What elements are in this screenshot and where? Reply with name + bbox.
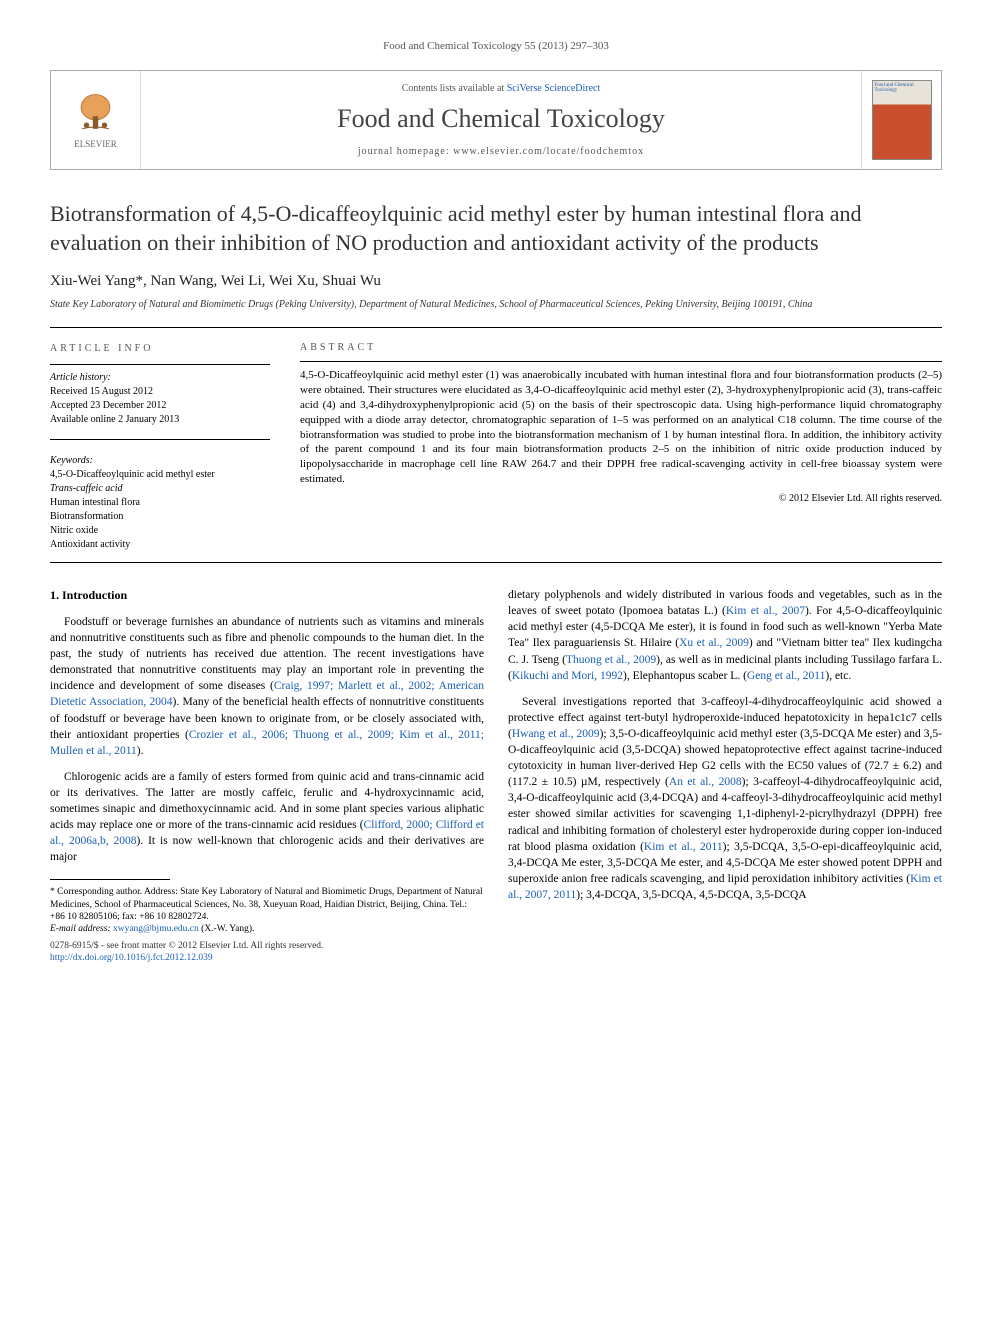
keyword: Antioxidant activity xyxy=(50,538,270,552)
affiliation: State Key Laboratory of Natural and Biom… xyxy=(50,298,942,311)
footnote-separator xyxy=(50,879,170,880)
elsevier-label: ELSEVIER xyxy=(74,139,117,149)
email-label: E-mail address: xyxy=(50,924,113,934)
contents-prefix: Contents lists available at xyxy=(402,83,507,94)
authors-line: Xiu-Wei Yang*, Nan Wang, Wei Li, Wei Xu,… xyxy=(50,273,942,290)
contents-line: Contents lists available at SciVerse Sci… xyxy=(153,83,849,94)
accepted-date: Accepted 23 December 2012 xyxy=(50,399,270,413)
online-date: Available online 2 January 2013 xyxy=(50,413,270,427)
citation-link[interactable]: Geng et al., 2011 xyxy=(747,670,825,682)
header-center: Contents lists available at SciVerse Sci… xyxy=(141,71,861,169)
journal-homepage: journal homepage: www.elsevier.com/locat… xyxy=(153,146,849,157)
citation-link[interactable]: Kikuchi and Mori, 1992 xyxy=(512,670,623,682)
journal-header-box: ELSEVIER Contents lists available at Sci… xyxy=(50,70,942,170)
elsevier-tree-icon xyxy=(73,91,118,136)
citation-link[interactable]: Kim et al., 2007 xyxy=(726,605,805,617)
intro-p1: Foodstuff or beverage furnishes an abund… xyxy=(50,614,484,759)
keyword: Nitric oxide xyxy=(50,524,270,538)
authors-text: Xiu-Wei Yang*, Nan Wang, Wei Li, Wei Xu,… xyxy=(50,273,381,289)
article-info-label: ARTICLE INFO xyxy=(50,342,270,356)
publisher-logo-cell: ELSEVIER xyxy=(51,71,141,169)
divider-top xyxy=(50,327,942,328)
cover-title: Food and Chemical Toxicology xyxy=(873,81,931,95)
right-column: dietary polyphenols and widely distribut… xyxy=(508,587,942,936)
info-abstract-row: ARTICLE INFO Article history: Received 1… xyxy=(50,342,942,552)
divider-bottom xyxy=(50,562,942,563)
citation-link[interactable]: Xu et al., 2009 xyxy=(679,637,749,649)
abstract-column: ABSTRACT 4,5-O-Dicaffeoylquinic acid met… xyxy=(300,342,942,552)
footer-copyright: 0278-6915/$ - see front matter © 2012 El… xyxy=(50,940,942,952)
citation-link[interactable]: Thuong et al., 2009 xyxy=(566,654,656,666)
email-link[interactable]: xwyang@bjmu.edu.cn xyxy=(113,924,199,934)
footnote-corr: * Corresponding author. Address: State K… xyxy=(50,886,484,923)
abstract-label: ABSTRACT xyxy=(300,342,942,353)
abstract-divider xyxy=(300,361,942,362)
journal-reference: Food and Chemical Toxicology 55 (2013) 2… xyxy=(50,40,942,52)
left-column: 1. Introduction Foodstuff or beverage fu… xyxy=(50,587,484,936)
citation-link[interactable]: Kim et al., 2011 xyxy=(644,841,723,853)
keyword: Trans-caffeic acid xyxy=(50,482,270,496)
page: Food and Chemical Toxicology 55 (2013) 2… xyxy=(0,0,992,1004)
corresponding-author-footnote: * Corresponding author. Address: State K… xyxy=(50,886,484,935)
journal-name: Food and Chemical Toxicology xyxy=(153,104,849,134)
body-columns: 1. Introduction Foodstuff or beverage fu… xyxy=(50,587,942,936)
keywords-divider xyxy=(50,439,270,440)
citation-link[interactable]: Hwang et al., 2009 xyxy=(512,728,600,740)
citation-link[interactable]: An et al., 2008 xyxy=(669,776,742,788)
cover-cell: Food and Chemical Toxicology xyxy=(861,71,941,169)
footnote-email-line: E-mail address: xwyang@bjmu.edu.cn (X.-W… xyxy=(50,923,484,935)
doi-link[interactable]: http://dx.doi.org/10.1016/j.fct.2012.12.… xyxy=(50,953,213,963)
history-label: Article history: xyxy=(50,371,270,385)
email-suffix: (X.-W. Yang). xyxy=(199,924,255,934)
intro-heading: 1. Introduction xyxy=(50,587,484,604)
keyword: 4,5-O-Dicaffeoylquinic acid methyl ester xyxy=(50,468,270,482)
intro-p3: dietary polyphenols and widely distribut… xyxy=(508,587,942,684)
sciencedirect-link[interactable]: SciVerse ScienceDirect xyxy=(507,83,601,94)
footer: 0278-6915/$ - see front matter © 2012 El… xyxy=(50,940,942,965)
received-date: Received 15 August 2012 xyxy=(50,385,270,399)
article-title: Biotransformation of 4,5-O-dicaffeoylqui… xyxy=(50,200,942,257)
intro-p2: Chlorogenic acids are a family of esters… xyxy=(50,769,484,866)
info-divider xyxy=(50,364,270,365)
intro-p4: Several investigations reported that 3-c… xyxy=(508,694,942,903)
keyword: Human intestinal flora xyxy=(50,496,270,510)
abstract-copyright: © 2012 Elsevier Ltd. All rights reserved… xyxy=(300,493,942,504)
abstract-text: 4,5-O-Dicaffeoylquinic acid methyl ester… xyxy=(300,368,942,487)
article-info-column: ARTICLE INFO Article history: Received 1… xyxy=(50,342,270,552)
keyword: Biotransformation xyxy=(50,510,270,524)
elsevier-logo[interactable]: ELSEVIER xyxy=(66,85,126,155)
journal-cover-thumbnail[interactable]: Food and Chemical Toxicology xyxy=(872,80,932,160)
keywords-label: Keywords: xyxy=(50,454,270,468)
